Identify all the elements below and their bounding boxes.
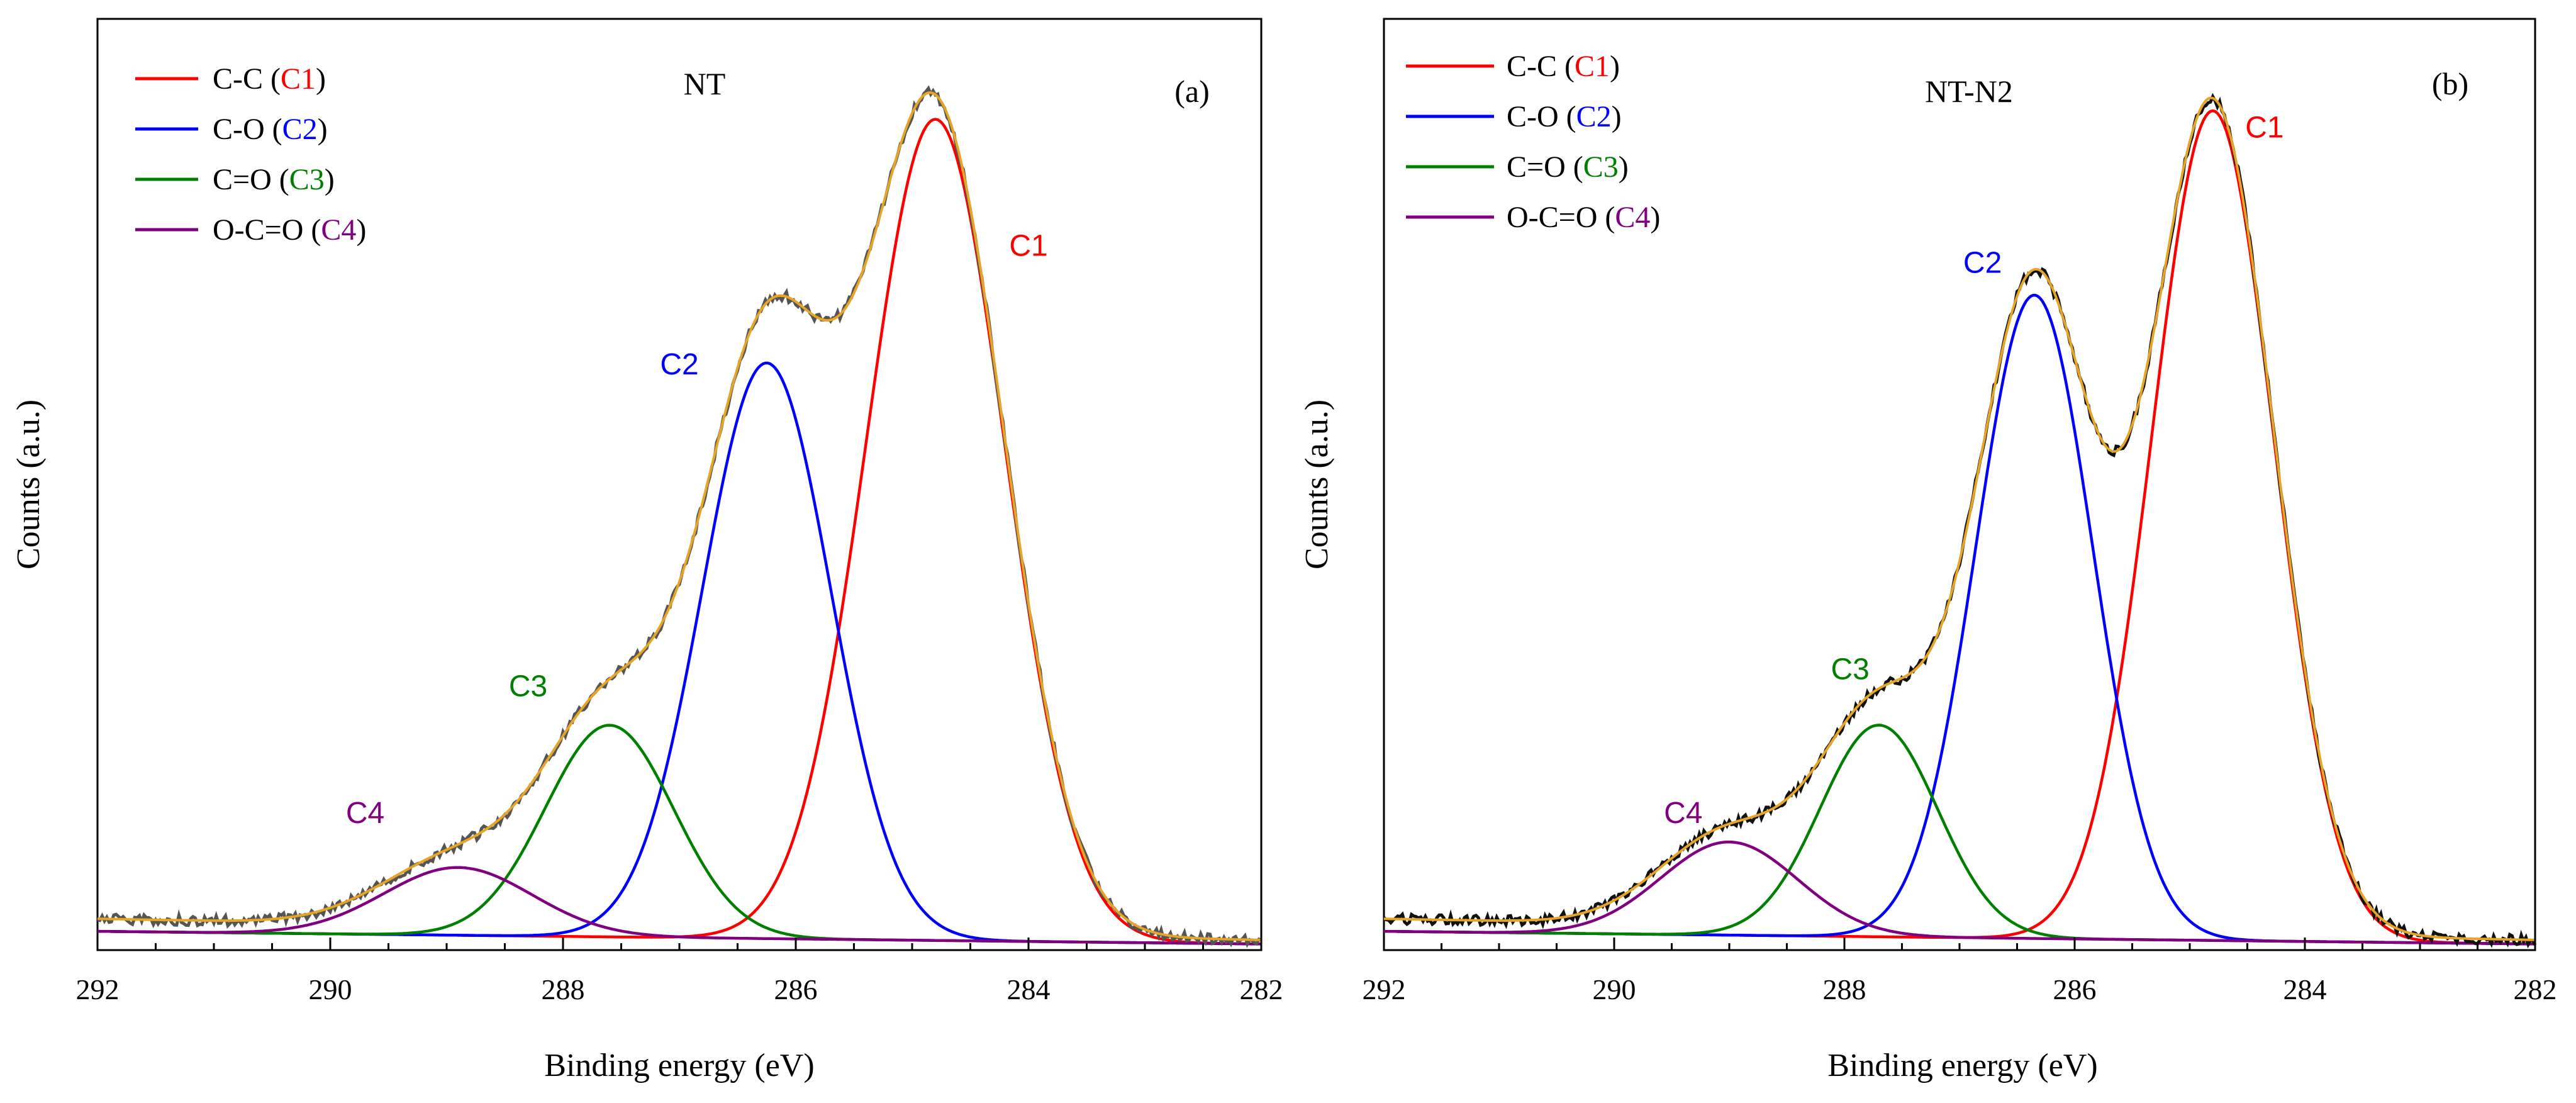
legend-entry-c2-a: C-O (C2): [135, 113, 328, 146]
x-tick-label-a: 288: [542, 973, 585, 1005]
legend-text-c2-b: C-O (: [1507, 100, 1576, 133]
x-tick-label-a: 284: [1007, 973, 1051, 1005]
legend-code-c4-b: C4: [1615, 201, 1650, 234]
chart-panel-a: 292 290 288 286 284 282 C1 C2 C3 C4 Binding ener…: [11, 18, 1283, 1083]
legend-code-c3-a: C3: [289, 163, 325, 196]
svg-text:O-C=O (C4): O-C=O (C4): [213, 213, 366, 247]
y-axis-label-b: Counts (a.u.): [1299, 400, 1335, 569]
legend-a: C-C (C1) C-O (C2) C=O (C3) O-C=O (C4): [135, 62, 366, 247]
svg-text:C-O (C2): C-O (C2): [213, 113, 328, 146]
svg-text:C-C (C1): C-C (C1): [1507, 50, 1620, 83]
x-tick-label-b: 290: [1593, 973, 1636, 1005]
peak-label-c2-b: C2: [1963, 247, 2002, 280]
panel-letter-b: (b): [2432, 66, 2468, 101]
x-tick-label-a: 286: [774, 973, 818, 1005]
legend-text-c3-b: C=O (: [1507, 150, 1583, 184]
peak-c4-curve-a: [97, 866, 1261, 946]
x-axis-label-a: Binding energy (eV): [544, 1048, 814, 1083]
legend-code-c2-a: C2: [282, 113, 318, 146]
chart-title-a: NT: [684, 66, 726, 101]
legend-entry-c3-a: C=O (C3): [135, 163, 335, 196]
curves-b: [1383, 92, 2537, 949]
legend-text-c4-b: O-C=O (: [1507, 201, 1615, 234]
legend-close-c2-a: ): [318, 113, 328, 146]
peak-c2-curve-b: [1383, 293, 2535, 946]
chart-title-b: NT-N2: [1925, 74, 2013, 109]
peak-c4-curve-b: [1383, 840, 2535, 946]
x-tick-label-a: 292: [76, 973, 120, 1005]
svg-text:C=O (C3): C=O (C3): [213, 163, 335, 196]
svg-text:C-C (C1): C-C (C1): [213, 62, 326, 96]
legend-close-c4-b: ): [1650, 201, 1660, 234]
x-ticks-a: [96, 938, 1263, 950]
legend-close-c2-b: ): [1612, 100, 1622, 133]
panel-letter-a: (a): [1174, 74, 1210, 109]
plot-frame-a: [96, 18, 1263, 951]
x-tick-label-b: 286: [2053, 973, 2097, 1005]
legend-b: C-C (C1) C-O (C2) C=O (C3) O-C=O (C4): [1406, 50, 1660, 234]
fit-envelope-b: [1383, 96, 2536, 941]
svg-text:C=O (C3): C=O (C3): [1507, 150, 1629, 184]
x-axis-label-b: Binding energy (eV): [1827, 1048, 2097, 1083]
x-tick-label-b: 284: [2283, 973, 2327, 1005]
peak-c1-curve-b: [1383, 109, 2535, 946]
legend-code-c2-b: C2: [1576, 100, 1612, 133]
legend-entry-c4-b: O-C=O (C4): [1406, 201, 1660, 234]
peak-label-c1-a: C1: [1009, 230, 1047, 263]
peak-c3-curve-b: [1383, 724, 2535, 946]
peak-label-c1-b: C1: [2245, 111, 2283, 144]
legend-close-c3-b: ): [1619, 150, 1629, 184]
legend-text-c2-a: C-O (: [213, 113, 282, 146]
legend-text-c4-a: O-C=O (: [213, 213, 321, 247]
x-tick-label-b: 292: [1363, 973, 1406, 1005]
legend-entry-c2-b: C-O (C2): [1406, 100, 1622, 133]
x-tick-labels-a: 292 290 288 286 284 282: [76, 973, 1283, 1005]
legend-text-c1-a: C-C (: [213, 62, 281, 96]
legend-close-c3-a: ): [325, 163, 335, 196]
legend-close-c1-a: ): [316, 62, 326, 96]
legend-entry-c3-b: C=O (C3): [1406, 150, 1629, 184]
peak-label-c3-b: C3: [1831, 652, 1869, 686]
legend-close-c4-a: ): [356, 213, 366, 247]
peak-label-c2-a: C2: [660, 348, 698, 381]
x-tick-labels-b: 292 290 288 286 284 282: [1363, 973, 2557, 1005]
legend-code-c4-a: C4: [321, 213, 356, 247]
peak-labels-a: C1 C2 C3 C4: [346, 230, 1048, 830]
y-axis-label-a: Counts (a.u.): [11, 400, 47, 569]
legend-entry-c1-b: C-C (C1): [1406, 50, 1620, 83]
x-tick-label-a: 290: [309, 973, 352, 1005]
curves-a: [97, 85, 1262, 948]
legend-code-c1-a: C1: [281, 62, 316, 96]
x-tick-label-b: 282: [2514, 973, 2557, 1005]
svg-text:O-C=O (C4): O-C=O (C4): [1507, 201, 1660, 234]
fit-envelope-a: [97, 91, 1261, 941]
x-tick-label-b: 288: [1823, 973, 1866, 1005]
peak-label-c4-b: C4: [1664, 797, 1702, 830]
legend-code-c1-b: C1: [1575, 50, 1610, 83]
legend-text-c1-b: C-C (: [1507, 50, 1575, 83]
x-ticks-b: [1383, 938, 2536, 950]
x-tick-label-a: 282: [1240, 973, 1283, 1005]
legend-close-c1-b: ): [1610, 50, 1620, 83]
svg-text:C-O (C2): C-O (C2): [1507, 100, 1622, 133]
legend-entry-c1-a: C-C (C1): [135, 62, 326, 96]
peak-c3-curve-a: [97, 724, 1261, 946]
peak-label-c4-a: C4: [346, 797, 384, 830]
peak-labels-b: C1 C2 C3 C4: [1664, 111, 2284, 830]
legend-code-c3-b: C3: [1583, 150, 1619, 184]
peak-label-c3-a: C3: [509, 669, 547, 703]
legend-entry-c4-a: O-C=O (C4): [135, 213, 366, 247]
chart-panel-b: 292 290 288 286 284 282 C1 C2 C3 C4 Binding ener…: [1299, 18, 2557, 1083]
legend-text-c3-a: C=O (: [213, 163, 289, 196]
